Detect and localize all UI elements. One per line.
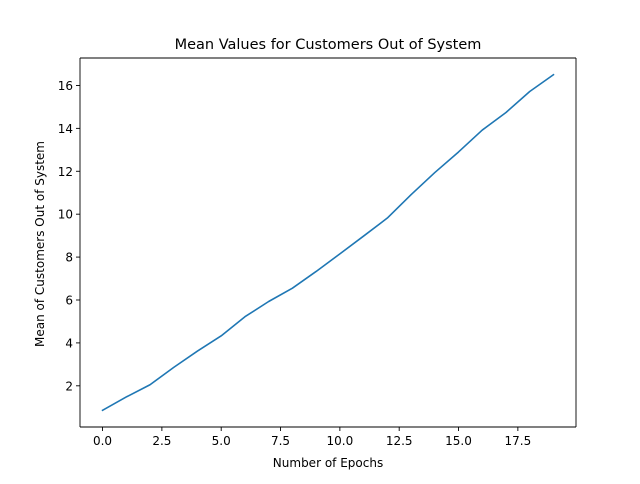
y-tick-label: 12 xyxy=(58,165,73,179)
x-tick-label: 10.0 xyxy=(327,434,354,448)
x-tick-label: 17.5 xyxy=(504,434,531,448)
x-axis-label: Number of Epochs xyxy=(273,456,383,470)
x-tick-label: 2.5 xyxy=(152,434,171,448)
x-tick-label: 0.0 xyxy=(93,434,112,448)
x-tick-label: 12.5 xyxy=(386,434,413,448)
y-axis-label: Mean of Customers Out of System xyxy=(33,141,47,347)
plot-area: 0.0 2.5 5.0 7.5 10.0 12.5 15.0 17.5 2 4 6 8 10 12 14 16 xyxy=(58,57,577,448)
x-tick-label: 15.0 xyxy=(445,434,472,448)
x-tick-label: 5.0 xyxy=(212,434,231,448)
series-line-0 xyxy=(101,73,555,412)
y-tick-label: 8 xyxy=(65,251,73,265)
y-tick-label: 14 xyxy=(58,122,73,136)
y-tick-label: 4 xyxy=(65,336,73,350)
x-tick-label: 7.5 xyxy=(271,434,290,448)
chart-title: Mean Values for Customers Out of System xyxy=(175,37,482,53)
y-tick-label: 10 xyxy=(58,208,73,222)
y-tick-label: 16 xyxy=(58,79,73,93)
y-tick-label: 6 xyxy=(65,293,73,307)
y-tick-label: 2 xyxy=(65,379,73,393)
